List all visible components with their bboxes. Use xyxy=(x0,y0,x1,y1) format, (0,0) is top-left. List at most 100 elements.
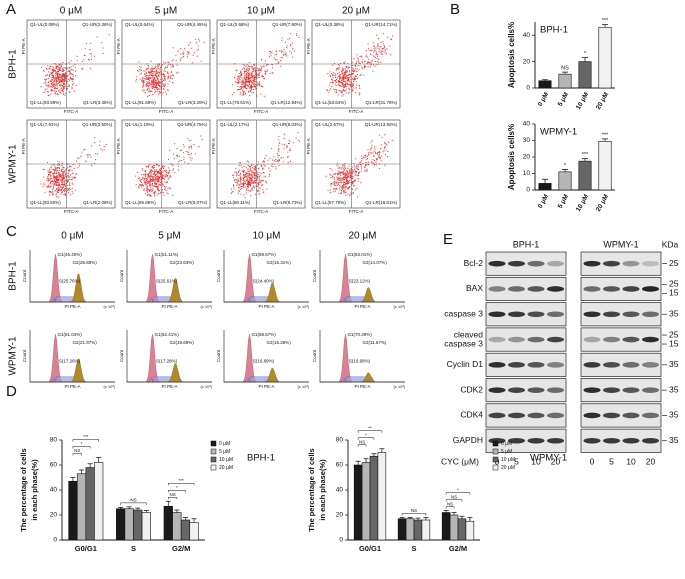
quadrant-label: Q1-UL(2.17%) xyxy=(220,122,250,127)
bar xyxy=(578,160,592,191)
band xyxy=(488,336,506,343)
quadrant-label: Q1-LL(93.59%) xyxy=(30,100,61,105)
quadrant-label: Q1-UR(2.50%) xyxy=(82,122,112,127)
x-axis-label: FITC-A xyxy=(64,209,79,214)
phase-label: G1(68.57%) xyxy=(252,332,277,337)
column-header: 20 μM xyxy=(349,231,377,242)
x-unit: (x 10³) xyxy=(200,384,212,389)
column-header: 10 μM xyxy=(253,231,281,242)
band xyxy=(642,362,659,368)
error-bar xyxy=(407,517,413,519)
protein-label: caspase 3 xyxy=(444,309,483,319)
kda-label: 15 xyxy=(669,338,679,348)
error-bar xyxy=(562,71,568,75)
quadrant-label: Q1-LR(2.08%) xyxy=(83,200,113,205)
event-dots xyxy=(135,38,205,98)
x-axis-label: PI PE-A xyxy=(161,384,177,389)
phase-label: S(25.76%) xyxy=(59,278,81,283)
quadrant-label: Q1-LR(31.76%) xyxy=(365,100,397,105)
bar xyxy=(94,462,104,541)
bar xyxy=(397,518,407,541)
kda-label: 35 xyxy=(669,359,679,369)
row-header: BPH-1 xyxy=(8,49,19,79)
legend-swatch xyxy=(210,464,217,471)
lane-label: 5 xyxy=(514,457,519,467)
x-unit: (x 10³) xyxy=(103,384,115,389)
lane-label: 5 xyxy=(609,457,614,467)
panel-label: A xyxy=(6,1,16,18)
band xyxy=(622,437,640,444)
row-header: WPMY-1 xyxy=(8,144,19,184)
significance-bracket xyxy=(445,506,455,509)
significance: * xyxy=(584,51,587,57)
error-bar xyxy=(371,453,377,457)
bar xyxy=(441,512,451,541)
quadrant-label: Q1-LR(8.07%) xyxy=(178,200,208,205)
y-axis-label: Count xyxy=(22,349,27,362)
band xyxy=(583,362,601,368)
error-bar xyxy=(165,500,171,507)
band xyxy=(508,412,525,419)
y-tick-label: 20 xyxy=(336,512,344,519)
legend-label: 10 μM xyxy=(501,457,515,463)
band xyxy=(527,362,545,368)
column-header: 0 μM xyxy=(60,6,82,17)
y-tick-label: 20 xyxy=(523,58,531,65)
y-tick-label: 30 xyxy=(523,137,531,144)
band xyxy=(547,387,564,393)
band xyxy=(547,412,564,419)
y-axis-label: Count xyxy=(22,269,27,282)
band xyxy=(603,362,620,368)
axis xyxy=(223,250,309,303)
legend-label: 5 μM xyxy=(501,449,512,455)
y-axis-label: Apoptosis cells% xyxy=(507,22,516,88)
x-unit: (x 10³) xyxy=(200,304,212,309)
chart-title: WPMY-1 xyxy=(530,453,567,464)
x-axis-label: FITC-A xyxy=(64,109,79,114)
significance: *** xyxy=(179,478,185,483)
phase-label: G1(51.11%) xyxy=(155,252,179,257)
x-axis-label: PI PE-A xyxy=(258,304,274,309)
error-bar xyxy=(143,510,149,513)
quadrant-label: Q1-LR(12.94%) xyxy=(270,100,302,105)
chart-title: WPMY-1 xyxy=(540,127,577,138)
legend-label: 0 μM xyxy=(501,441,512,447)
x-axis-label: PI PE-A xyxy=(64,304,80,309)
quadrant-label: Q1-LR(3.20%) xyxy=(178,100,208,105)
lane-label: 20 xyxy=(551,457,561,467)
x-axis-label: PI PE-A xyxy=(354,304,370,309)
event-dots xyxy=(40,137,107,198)
quadrant-label: Q1-UR(14.71%) xyxy=(365,22,398,27)
error-bar xyxy=(582,57,588,62)
y-axis-label: Count xyxy=(216,349,221,362)
y-axis-label: The percentage of cells xyxy=(19,448,28,531)
legend-swatch xyxy=(492,448,499,455)
group-header: BPH-1 xyxy=(513,239,540,249)
lane-label: 10 xyxy=(626,457,636,467)
bar xyxy=(457,518,467,541)
protein-label: Bcl-2 xyxy=(464,258,484,268)
band xyxy=(583,412,601,419)
significance: *** xyxy=(582,152,589,158)
lane-label: 20 xyxy=(646,457,656,467)
bar xyxy=(124,508,134,541)
significance: ** xyxy=(368,425,372,430)
band xyxy=(488,362,506,368)
significance-bracket xyxy=(445,492,471,495)
y-tick-label: 10 xyxy=(523,170,531,177)
error-bar xyxy=(355,460,361,465)
protein-label: BAX xyxy=(466,283,483,293)
bar xyxy=(353,464,363,541)
x-axis-label: PI PE-A xyxy=(64,384,80,389)
band xyxy=(488,286,506,292)
bar xyxy=(449,514,459,541)
quadrant-label: Q1-LL(93.50%) xyxy=(30,200,61,205)
significance-bracket xyxy=(168,490,186,493)
significance: NS xyxy=(561,66,569,72)
bar xyxy=(465,520,475,541)
bar xyxy=(413,519,423,541)
x-axis-label: FITC-A xyxy=(254,209,269,214)
error-bar xyxy=(79,469,85,474)
kda-label: 25 xyxy=(669,279,679,289)
significance-bracket xyxy=(120,502,147,505)
